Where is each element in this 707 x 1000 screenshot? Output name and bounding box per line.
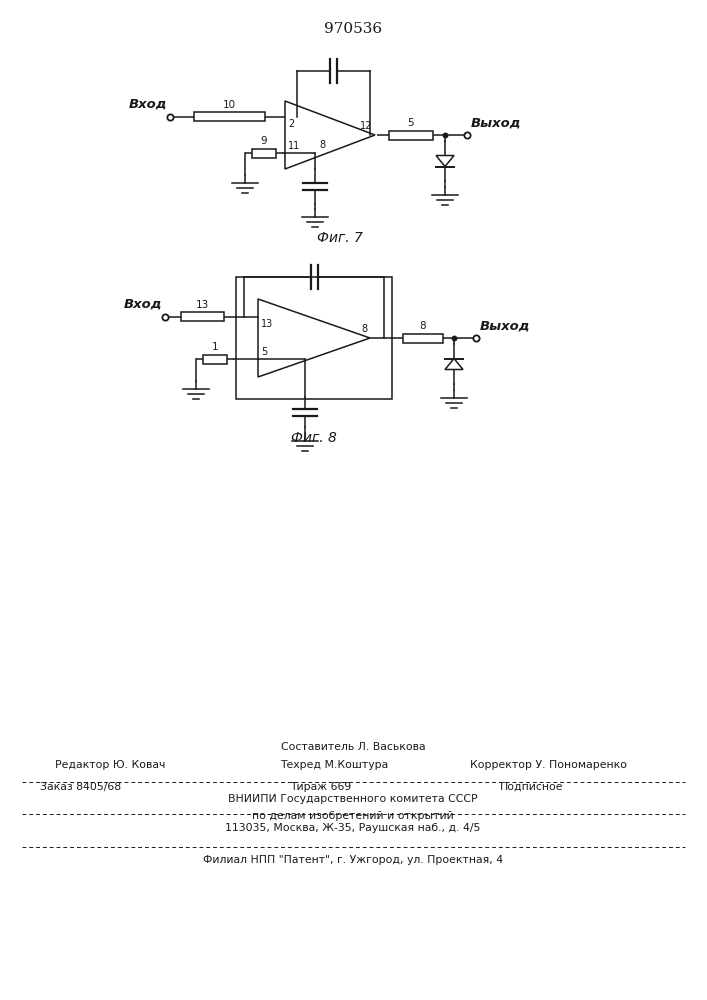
Text: Выход: Выход xyxy=(480,320,530,333)
Text: 5: 5 xyxy=(261,347,267,357)
Text: Тираж 669: Тираж 669 xyxy=(290,782,351,792)
Text: Корректор У. Пономаренко: Корректор У. Пономаренко xyxy=(470,760,627,770)
Text: 5: 5 xyxy=(408,118,414,128)
Bar xyxy=(194,112,265,121)
Text: 13: 13 xyxy=(261,319,273,329)
Bar xyxy=(181,312,224,321)
Text: 9: 9 xyxy=(261,136,267,146)
Text: 8: 8 xyxy=(362,324,368,334)
Text: 13: 13 xyxy=(196,300,209,310)
Text: Заказ 8405/68: Заказ 8405/68 xyxy=(40,782,121,792)
Text: Редактор Ю. Ковач: Редактор Ю. Ковач xyxy=(55,760,165,770)
Bar xyxy=(390,130,433,139)
Text: по делам изобретений и открытий: по делам изобретений и открытий xyxy=(252,811,454,821)
Bar xyxy=(403,334,443,342)
Text: Фиг. 7: Фиг. 7 xyxy=(317,231,363,245)
Text: 113035, Москва, Ж-35, Раушская наб., д. 4/5: 113035, Москва, Ж-35, Раушская наб., д. … xyxy=(226,823,481,833)
Text: Фиг. 8: Фиг. 8 xyxy=(291,431,337,445)
Text: 10: 10 xyxy=(223,100,236,110)
Text: ВНИИПИ Государственного комитета СССР: ВНИИПИ Государственного комитета СССР xyxy=(228,794,478,804)
Text: Техред М.Коштура: Техред М.Коштура xyxy=(280,760,388,770)
Text: 970536: 970536 xyxy=(324,22,382,36)
Polygon shape xyxy=(445,359,463,369)
Text: 12: 12 xyxy=(360,121,372,131)
Text: Вход: Вход xyxy=(129,98,167,111)
Text: Вход: Вход xyxy=(124,298,162,311)
Text: Выход: Выход xyxy=(471,117,522,130)
Text: 11: 11 xyxy=(288,141,300,151)
Bar xyxy=(252,149,276,158)
Text: 8: 8 xyxy=(320,140,326,150)
Text: Составитель Л. Васькова: Составитель Л. Васькова xyxy=(281,742,426,752)
Polygon shape xyxy=(258,299,370,377)
Bar xyxy=(203,355,227,364)
Text: 8: 8 xyxy=(420,321,426,331)
Text: 1: 1 xyxy=(211,342,218,352)
Text: Подписное: Подписное xyxy=(500,782,563,792)
Bar xyxy=(236,277,392,399)
Text: Филиал НПП "Патент", г. Ужгород, ул. Проектная, 4: Филиал НПП "Патент", г. Ужгород, ул. Про… xyxy=(203,855,503,865)
Polygon shape xyxy=(436,155,454,166)
Polygon shape xyxy=(285,101,375,169)
Text: 2: 2 xyxy=(288,119,294,129)
